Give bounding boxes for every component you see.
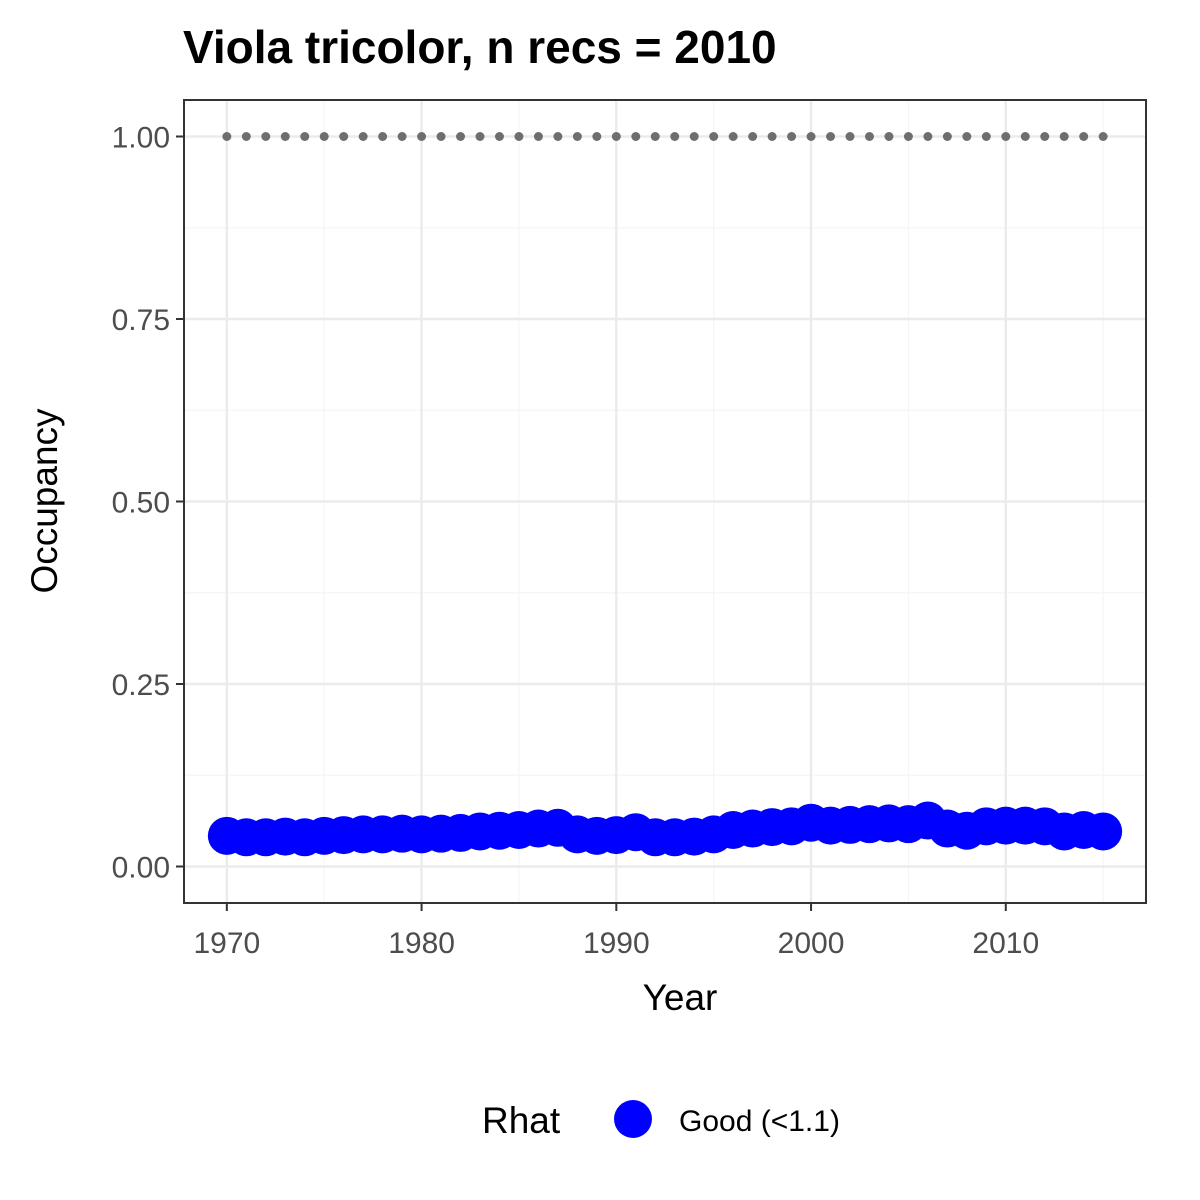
upper-dot-point bbox=[826, 132, 836, 141]
upper-dot-point bbox=[280, 132, 290, 141]
upper-dot-point bbox=[417, 132, 427, 141]
x-tick-label: 1990 bbox=[583, 927, 650, 960]
x-axis-label: Year bbox=[643, 977, 718, 1018]
upper-dot-point bbox=[494, 132, 504, 141]
upper-dot-point bbox=[397, 132, 407, 141]
upper-dot-point bbox=[709, 132, 719, 141]
upper-dot-point bbox=[572, 132, 582, 141]
upper-dot-point bbox=[787, 132, 797, 141]
upper-dot-point bbox=[1098, 132, 1108, 141]
legend: Rhat Good (<1.1) bbox=[482, 1100, 840, 1141]
axis-ticks: 1970 1980 1990 2000 2010 0.00 0.25 0.50 0.75 1.00 bbox=[112, 122, 1040, 961]
y-axis-label: Occupancy bbox=[24, 408, 65, 594]
x-tick-label: 1970 bbox=[193, 927, 260, 960]
y-tick-label: 0.25 bbox=[112, 669, 170, 702]
upper-dot-point bbox=[981, 132, 991, 141]
upper-dot-point bbox=[261, 132, 271, 141]
upper-dot-point bbox=[689, 132, 699, 141]
upper-dot-point bbox=[378, 132, 388, 141]
chart-title: Viola tricolor, n recs = 2010 bbox=[183, 21, 777, 73]
upper-dot-point bbox=[923, 132, 933, 141]
y-tick-label: 1.00 bbox=[112, 122, 170, 155]
upper-dot-point bbox=[514, 132, 524, 141]
upper-dot-point bbox=[300, 132, 310, 141]
upper-dot-point bbox=[767, 132, 777, 141]
upper-dot-point bbox=[728, 132, 738, 141]
upper-dot-point bbox=[670, 132, 680, 141]
upper-dot-point bbox=[942, 132, 952, 141]
grid bbox=[184, 100, 1146, 903]
upper-dot-point bbox=[748, 132, 758, 141]
upper-dot-point bbox=[533, 132, 543, 141]
upper-dot-point bbox=[319, 132, 329, 141]
upper-dot-point bbox=[1040, 132, 1050, 141]
upper-dot-point bbox=[884, 132, 894, 141]
upper-dot-point bbox=[864, 132, 874, 141]
upper-dot-point bbox=[222, 132, 232, 141]
x-tick-label: 2000 bbox=[778, 927, 845, 960]
upper-dot-point bbox=[339, 132, 349, 141]
upper-dot-point bbox=[845, 132, 855, 141]
upper-dot-point bbox=[475, 132, 485, 141]
y-tick-label: 0.00 bbox=[112, 852, 170, 885]
legend-label-good: Good (<1.1) bbox=[679, 1105, 840, 1138]
upper-dot-point bbox=[553, 132, 563, 141]
upper-dot-point bbox=[806, 132, 816, 141]
upper-dot-point bbox=[1001, 132, 1011, 141]
upper-dot-point bbox=[631, 132, 641, 141]
upper-dot-point bbox=[903, 132, 913, 141]
upper-dot-point bbox=[241, 132, 251, 141]
legend-title: Rhat bbox=[482, 1100, 561, 1141]
upper-dot-point bbox=[1079, 132, 1089, 141]
upper-dot-point bbox=[436, 132, 446, 141]
upper-dot-point bbox=[611, 132, 621, 141]
upper-dot-point bbox=[1020, 132, 1030, 141]
upper-dot-point bbox=[962, 132, 972, 141]
y-tick-label: 0.75 bbox=[112, 304, 170, 337]
good-rhat-point bbox=[1084, 812, 1123, 851]
y-tick-label: 0.50 bbox=[112, 487, 170, 520]
x-tick-label: 2010 bbox=[972, 927, 1039, 960]
upper-dot-point bbox=[650, 132, 660, 141]
upper-dot-point bbox=[456, 132, 466, 141]
upper-dot-point bbox=[1059, 132, 1069, 141]
legend-key-good bbox=[614, 1100, 652, 1138]
upper-dot-point bbox=[358, 132, 368, 141]
upper-dot-point bbox=[592, 132, 602, 141]
data-points bbox=[207, 132, 1123, 857]
x-tick-label: 1980 bbox=[388, 927, 455, 960]
